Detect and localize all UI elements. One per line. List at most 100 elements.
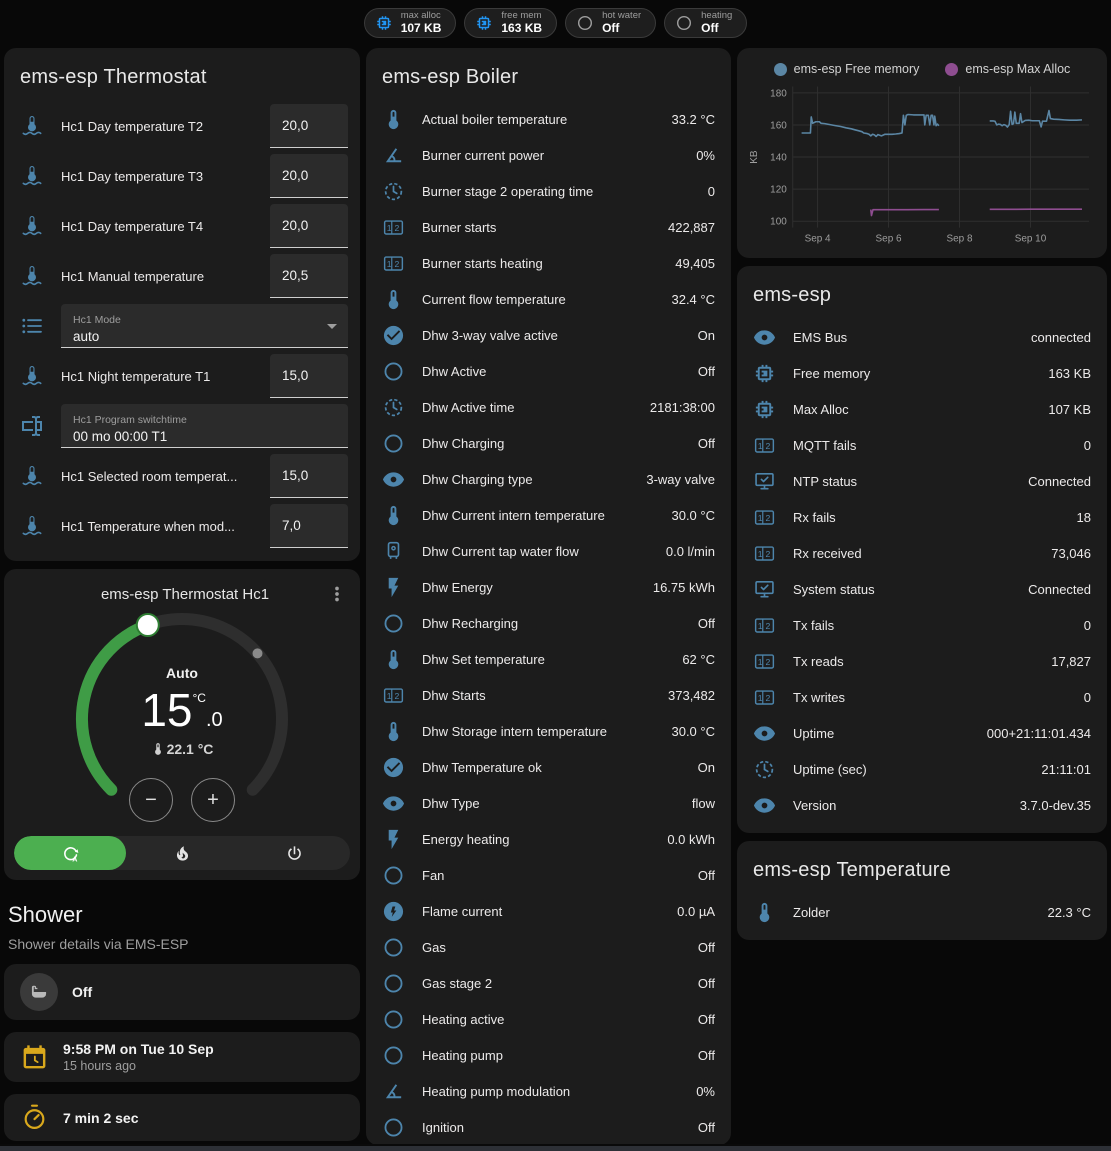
entity-row[interactable]: Dhw Temperature ok On bbox=[366, 749, 731, 785]
mode-select[interactable]: Hc1 Mode auto bbox=[61, 304, 348, 348]
badge-max-alloc[interactable]: max alloc 107 KB bbox=[363, 8, 457, 38]
entity-row[interactable]: Ignition Off bbox=[366, 1109, 731, 1145]
hvac-mode-auto-button[interactable]: A bbox=[14, 836, 126, 870]
entity-name: Dhw Charging bbox=[422, 435, 505, 451]
entity-value: 22.3 °C bbox=[1047, 904, 1091, 920]
dial-card-header: ems-esp Thermostat Hc1 bbox=[4, 569, 360, 605]
entity-name: Actual boiler temperature bbox=[422, 111, 568, 127]
entity-row[interactable]: Heating active Off bbox=[366, 1001, 731, 1037]
list-icon bbox=[20, 314, 44, 338]
entity-row[interactable]: EMS Bus connected bbox=[737, 319, 1107, 355]
entity-row[interactable]: Burner current power 0% bbox=[366, 137, 731, 173]
entity-row[interactable]: Dhw Set temperature 62 °C bbox=[366, 641, 731, 677]
entity-row[interactable]: NTP status Connected bbox=[737, 463, 1107, 499]
shower-card-1[interactable]: 9:58 PM on Tue 10 Sep 15 hours ago bbox=[4, 1032, 360, 1082]
angle-acute-icon bbox=[382, 144, 405, 167]
entity-row[interactable]: Gas Off bbox=[366, 929, 731, 965]
entity-row[interactable]: Dhw Type flow bbox=[366, 785, 731, 821]
entity-row[interactable]: Dhw Active Off bbox=[366, 353, 731, 389]
legend-dot bbox=[773, 62, 787, 76]
entity-row[interactable]: Dhw Charging type 3-way valve bbox=[366, 461, 731, 497]
entity-row[interactable]: Heating pump Off bbox=[366, 1037, 731, 1073]
memory-history-chart-card[interactable]: ems-esp Free memory ems-esp Max Alloc 10… bbox=[737, 48, 1107, 258]
increase-temp-button[interactable]: + bbox=[191, 778, 235, 822]
entity-row[interactable]: 1 2 Rx fails 18 bbox=[737, 499, 1107, 535]
entity-row[interactable]: Free memory 163 KB bbox=[737, 355, 1107, 391]
entity-row[interactable]: System status Connected bbox=[737, 571, 1107, 607]
entity-row[interactable]: Burner stage 2 operating time 0 bbox=[366, 173, 731, 209]
number-input[interactable]: 20,0 bbox=[270, 154, 348, 198]
entity-row[interactable]: Flame current 0.0 µA bbox=[366, 893, 731, 929]
emsesp-card: ems-esp EMS Bus connected Free memory 163 K… bbox=[737, 266, 1107, 833]
entity-row[interactable]: 1 2 Rx received 73,046 bbox=[737, 535, 1107, 571]
entity-value: 62 °C bbox=[682, 651, 715, 667]
badge-heating[interactable]: heating Off bbox=[664, 8, 748, 38]
shower-card-text: Off bbox=[72, 984, 92, 1000]
emsesp-card-title: ems-esp bbox=[753, 284, 832, 306]
svg-text:A: A bbox=[72, 855, 77, 863]
entity-row[interactable]: 1 2 Burner starts 422,887 bbox=[366, 209, 731, 245]
entity-row[interactable]: Energy heating 0.0 kWh bbox=[366, 821, 731, 857]
svg-text:1: 1 bbox=[758, 513, 763, 523]
number-input[interactable]: 7,0 bbox=[270, 504, 348, 548]
entity-row[interactable]: Max Alloc 107 KB bbox=[737, 391, 1107, 427]
entity-row[interactable]: 1 2 MQTT fails 0 bbox=[737, 427, 1107, 463]
entity-row[interactable]: Version 3.7.0-dev.35 bbox=[737, 787, 1107, 823]
number-input[interactable]: 20,5 bbox=[270, 254, 348, 298]
entity-value: On bbox=[697, 327, 715, 343]
badge-hot-water[interactable]: hot water Off bbox=[565, 8, 657, 38]
entity-row[interactable]: 1 2 Dhw Starts 373,482 bbox=[366, 677, 731, 713]
decrease-temp-button[interactable]: − bbox=[129, 778, 173, 822]
badge-free-mem[interactable]: free mem 163 KB bbox=[464, 8, 558, 38]
entity-row[interactable]: Gas stage 2 Off bbox=[366, 965, 731, 1001]
entity-row[interactable]: 1 2 Tx reads 17,827 bbox=[737, 643, 1107, 679]
entity-name: Dhw Charging type bbox=[422, 471, 533, 487]
bottom-strip bbox=[0, 1144, 1111, 1151]
entity-row[interactable]: Heating pump modulation 0% bbox=[366, 1073, 731, 1109]
entity-row[interactable]: 1 2 Tx writes 0 bbox=[737, 679, 1107, 715]
text-input[interactable]: Hc1 Program switchtime 00 mo 00:00 T1 bbox=[61, 404, 348, 448]
entity-row[interactable]: Uptime 000+21:11:01.434 bbox=[737, 715, 1107, 751]
svg-text:1: 1 bbox=[758, 693, 763, 703]
thermostat-auto-icon: A bbox=[61, 844, 80, 863]
entity-row[interactable]: Dhw Active time 2181:38:00 bbox=[366, 389, 731, 425]
thermometer-icon bbox=[382, 720, 405, 743]
entity-name: Dhw Starts bbox=[422, 687, 486, 703]
entity-name: Rx fails bbox=[793, 509, 836, 525]
entity-row[interactable]: Dhw Current intern temperature 30.0 °C bbox=[366, 497, 731, 533]
entity-row[interactable]: Fan Off bbox=[366, 857, 731, 893]
thermostat-card: ems-esp Thermostat Hc1 Day temperature T… bbox=[4, 48, 360, 561]
number-input[interactable]: 15,0 bbox=[270, 354, 348, 398]
entity-row[interactable]: Dhw Energy 16.75 kWh bbox=[366, 569, 731, 605]
emsesp-rows: EMS Bus connected Free memory 163 KB Max All… bbox=[737, 319, 1107, 833]
entity-row[interactable]: Actual boiler temperature 33.2 °C bbox=[366, 101, 731, 137]
chip-icon bbox=[753, 398, 776, 421]
entity-row[interactable]: Zolder 22.3 °C bbox=[737, 894, 1107, 930]
entity-value: 73,046 bbox=[1051, 545, 1091, 561]
temperature-card: ems-esp Temperature Zolder 22.3 °C bbox=[737, 841, 1107, 940]
circle-icon bbox=[382, 360, 405, 383]
entity-row[interactable]: Current flow temperature 32.4 °C bbox=[366, 281, 731, 317]
shower-card-2[interactable]: 7 min 2 sec bbox=[4, 1094, 360, 1141]
hvac-mode-heat-button[interactable] bbox=[126, 836, 238, 870]
more-options-icon[interactable] bbox=[326, 583, 348, 605]
number-input[interactable]: 20,0 bbox=[270, 204, 348, 248]
flash-icon bbox=[382, 576, 405, 599]
entity-row[interactable]: Dhw Recharging Off bbox=[366, 605, 731, 641]
check-circle-icon bbox=[382, 756, 405, 779]
entity-row[interactable]: Dhw 3-way valve active On bbox=[366, 317, 731, 353]
hvac-mode-off-button[interactable] bbox=[238, 836, 350, 870]
number-input[interactable]: 15,0 bbox=[270, 454, 348, 498]
number-input[interactable]: 20,0 bbox=[270, 104, 348, 148]
entity-row[interactable]: 1 2 Tx fails 0 bbox=[737, 607, 1107, 643]
entity-value: 163 KB bbox=[1048, 365, 1091, 381]
entity-row[interactable]: 1 2 Burner starts heating 49,405 bbox=[366, 245, 731, 281]
entity-row[interactable]: Dhw Charging Off bbox=[366, 425, 731, 461]
shower-card-0[interactable]: Off bbox=[4, 964, 360, 1020]
thermometer-water-icon bbox=[20, 164, 44, 188]
entity-row[interactable]: Dhw Current tap water flow 0.0 l/min bbox=[366, 533, 731, 569]
entity-row[interactable]: Uptime (sec) 21:11:01 bbox=[737, 751, 1107, 787]
entity-row[interactable]: Dhw Storage intern temperature 30.0 °C bbox=[366, 713, 731, 749]
temp-adjust-buttons: − + bbox=[4, 778, 360, 822]
